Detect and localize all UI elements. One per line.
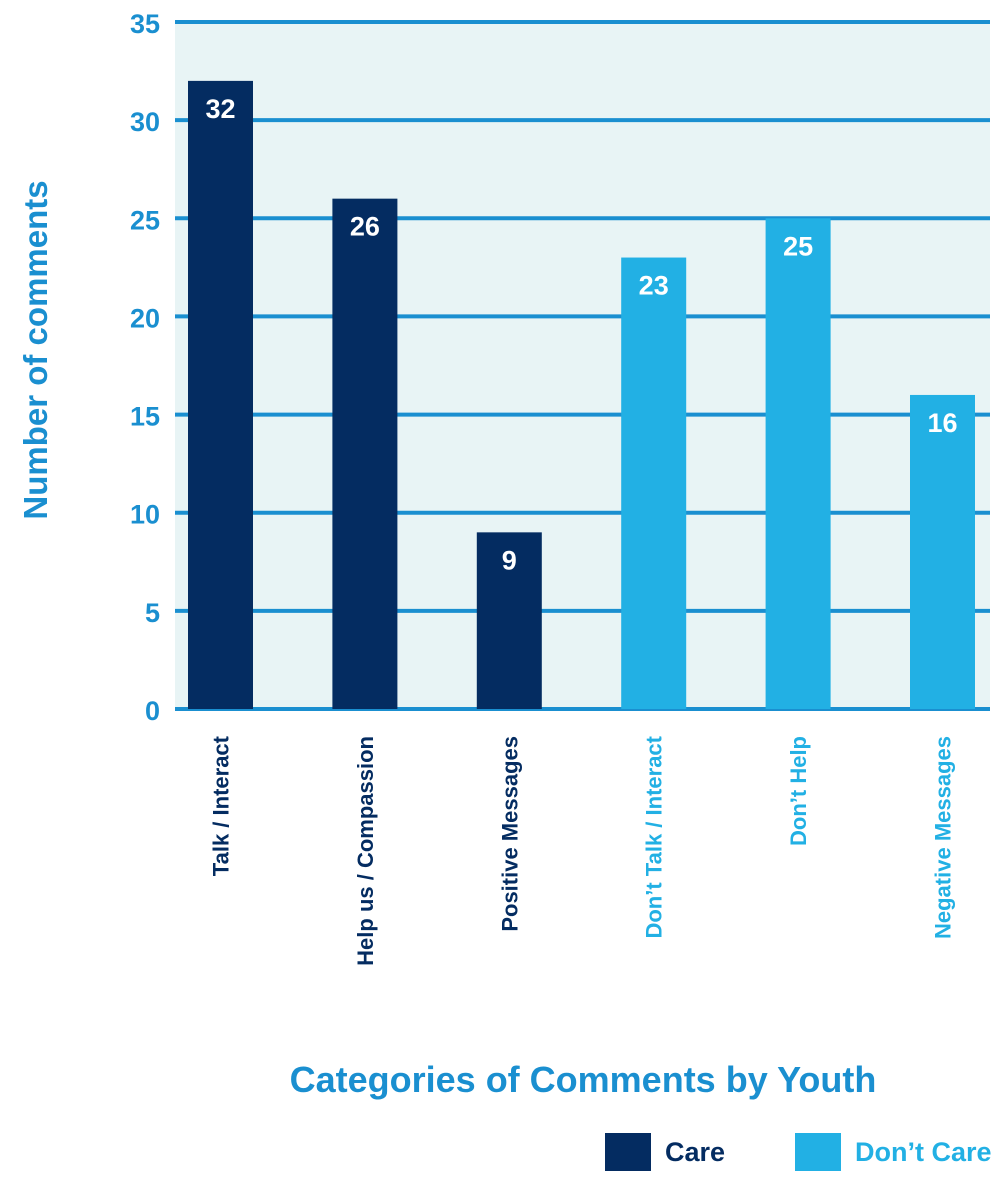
bar	[910, 394, 975, 709]
bars	[188, 80, 975, 710]
y-tick-label: 35	[130, 9, 160, 39]
y-tick-label: 30	[130, 107, 160, 137]
x-tick-label: Talk / Interact	[209, 735, 234, 876]
bar	[476, 532, 542, 709]
bar-data-label: 23	[639, 271, 669, 301]
y-tick-label: 25	[130, 205, 160, 235]
y-tick-label: 20	[130, 303, 160, 333]
gridlines	[175, 20, 990, 711]
y-tick-label: 0	[145, 696, 160, 726]
legend-item-dont-care: Don’t Care	[795, 1132, 992, 1172]
y-axis-label: Number of comments	[17, 180, 54, 519]
x-tick-label: Negative Messages	[931, 736, 956, 939]
bar-data-labels: 32 26 9 23 25 16	[205, 94, 957, 575]
bar	[621, 257, 687, 709]
plot-background	[175, 22, 990, 709]
bar-data-label: 26	[350, 212, 380, 242]
y-tick-label: 10	[130, 500, 160, 530]
x-tick-label: Help us / Compassion	[353, 736, 378, 966]
bar-data-label: 16	[927, 408, 957, 438]
x-tick-label: Don’t Help	[786, 736, 811, 846]
legend-swatch-dont-care	[795, 1133, 841, 1171]
x-axis-label: Categories of Comments by Youth	[290, 1059, 877, 1100]
bar	[765, 218, 831, 710]
x-tick-label: Don’t Talk / Interact	[642, 735, 667, 938]
bar-data-label: 32	[205, 94, 235, 124]
bar	[188, 80, 253, 709]
bar-data-label: 9	[502, 545, 517, 575]
y-axis-tick-labels: 0 5 10 15 20 25 30 35	[130, 9, 160, 726]
bar-data-label: 25	[783, 231, 813, 261]
x-tick-label: Positive Messages	[497, 736, 522, 932]
legend-item-care: Care	[605, 1132, 725, 1172]
x-axis-tick-labels: Talk / Interact Help us / Compassion Posit…	[209, 735, 956, 965]
bar	[332, 198, 398, 709]
legend-swatch-care	[605, 1133, 651, 1171]
y-tick-label: 5	[145, 598, 160, 628]
legend-label-dont-care: Don’t Care	[855, 1136, 992, 1167]
y-tick-label: 15	[130, 402, 160, 432]
legend-label-care: Care	[665, 1136, 726, 1167]
